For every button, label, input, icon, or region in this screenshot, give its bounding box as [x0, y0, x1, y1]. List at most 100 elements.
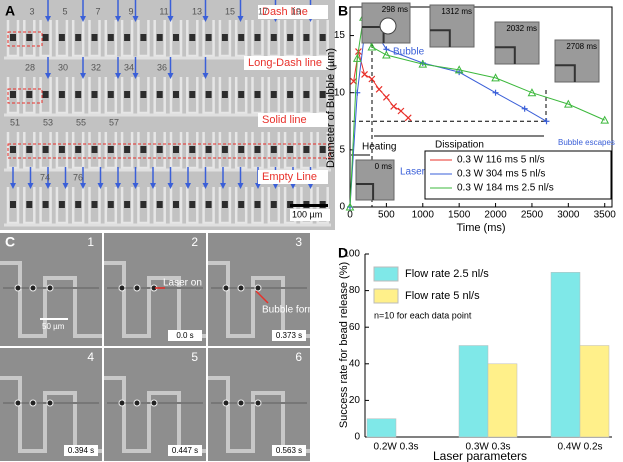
trap	[75, 91, 82, 98]
trap	[26, 201, 33, 208]
trap	[189, 91, 196, 98]
trap-number: 74	[40, 172, 50, 182]
trap	[254, 34, 261, 41]
channel	[202, 77, 215, 115]
channel	[71, 187, 85, 225]
trap	[107, 34, 114, 41]
arrow-head	[237, 16, 244, 22]
channel	[153, 20, 166, 58]
y-tick-label: 15	[334, 30, 346, 41]
trap-number: 36	[157, 62, 167, 72]
channel	[55, 132, 69, 170]
y-tick-label: 20	[349, 395, 361, 406]
trap	[238, 201, 245, 208]
point	[527, 88, 537, 97]
channel	[316, 132, 329, 170]
trap	[42, 34, 49, 41]
channel	[153, 132, 166, 170]
trap	[29, 399, 37, 407]
trap	[14, 284, 22, 292]
arrow-head	[80, 16, 86, 22]
point	[543, 118, 550, 125]
point	[491, 73, 500, 82]
series-line	[353, 51, 409, 119]
trap	[270, 91, 277, 98]
trap	[237, 284, 245, 292]
trap	[319, 91, 326, 98]
channel	[71, 132, 85, 170]
highlight-box	[7, 143, 331, 159]
channel	[186, 187, 199, 225]
x-axis-label: Time (ms)	[456, 222, 505, 234]
trap	[42, 146, 49, 153]
point	[454, 65, 464, 74]
highlight-box	[7, 31, 43, 47]
point-stroke	[397, 107, 405, 115]
trap-number: 11	[159, 6, 168, 16]
point-stroke	[390, 103, 398, 110]
channel	[137, 132, 150, 170]
panel-label: C	[5, 234, 15, 250]
time-bg	[272, 330, 306, 341]
point	[375, 85, 383, 93]
scale-bg	[290, 209, 330, 221]
x-tick-label: 0	[347, 210, 353, 221]
point	[361, 71, 368, 78]
trap	[58, 91, 65, 98]
arrow-head	[80, 73, 86, 79]
trap	[10, 201, 16, 208]
scale-label: 100 µm	[292, 209, 322, 219]
y-tick-label: 80	[349, 285, 361, 296]
channel	[251, 187, 264, 225]
trap-number: 13	[192, 6, 202, 16]
point	[521, 105, 528, 112]
trap	[107, 91, 114, 98]
inset-image	[355, 159, 395, 201]
trap	[58, 201, 65, 208]
arrow-head	[237, 183, 244, 189]
channel	[23, 20, 36, 58]
frame-number: 2	[191, 235, 198, 249]
x-axis-label: Laser parameters	[433, 449, 527, 462]
trap-number: 17	[258, 6, 268, 16]
channel	[218, 187, 232, 225]
trap	[221, 146, 228, 153]
trap	[46, 399, 54, 407]
trap	[189, 201, 196, 208]
channel	[169, 20, 183, 58]
trap-number: 34	[124, 62, 134, 72]
trap	[156, 34, 163, 41]
inset-image	[429, 4, 475, 48]
channel	[0, 376, 102, 453]
trap	[42, 201, 49, 208]
trap	[222, 399, 230, 407]
trap	[26, 34, 33, 41]
trap	[124, 34, 131, 41]
point	[352, 53, 362, 62]
inset-channel	[555, 64, 576, 82]
trap-number: 51	[10, 117, 20, 127]
trap-number: 9	[128, 6, 133, 16]
arrow-head	[132, 183, 139, 189]
trap	[140, 146, 147, 153]
channel	[153, 77, 166, 115]
frame-number: 3	[295, 235, 302, 249]
arrow-head	[115, 73, 121, 79]
channel	[71, 77, 85, 115]
trap	[118, 399, 126, 407]
trap	[58, 34, 65, 41]
x-tick-label: 500	[378, 210, 395, 221]
channel	[23, 132, 36, 170]
bar	[458, 345, 489, 438]
label-bg	[258, 5, 328, 19]
x-tick-label: 0.4W 0.2s	[557, 442, 602, 453]
channel	[55, 77, 69, 115]
arrow-head	[202, 183, 209, 189]
point	[390, 103, 398, 110]
trap	[238, 146, 245, 153]
y-tick-label: 60	[349, 322, 361, 333]
channel	[104, 132, 118, 170]
point-stroke	[375, 85, 383, 93]
x-tick-label: 0.3W 0.3s	[465, 442, 510, 453]
